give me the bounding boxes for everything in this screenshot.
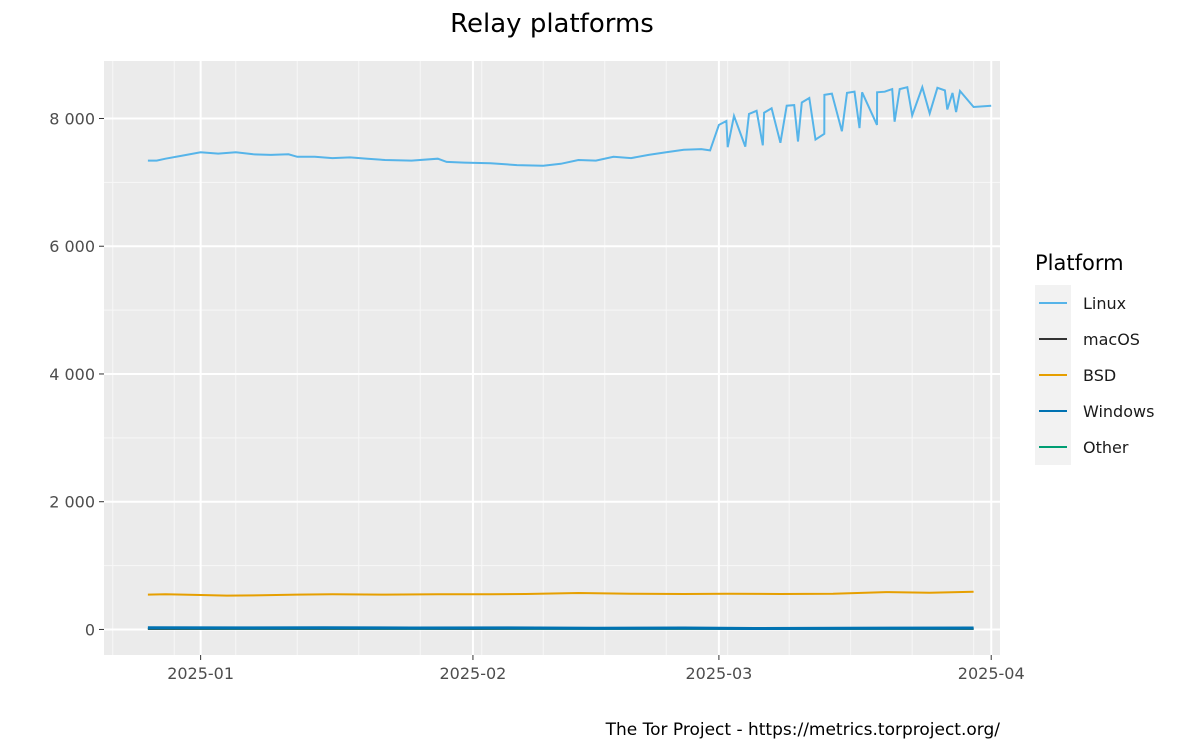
y-tick-label: 6 000 xyxy=(49,237,95,256)
y-tick-label: 4 000 xyxy=(49,365,95,384)
series-layer xyxy=(147,83,992,631)
x-tick-label: 2025-01 xyxy=(167,664,234,683)
y-tick-label: 0 xyxy=(85,620,95,639)
y-axis: 0 2 000 4 000 6 000 8 000 xyxy=(49,109,104,639)
x-tick-label: 2025-03 xyxy=(685,664,752,683)
y-tick-label: 2 000 xyxy=(49,493,95,512)
series-line-windows xyxy=(147,626,974,631)
x-tick-label: 2025-04 xyxy=(958,664,1025,683)
x-tick-label: 2025-02 xyxy=(440,664,507,683)
legend: Linux macOS BSD Windows Other xyxy=(1039,294,1154,457)
legend-title: Platform xyxy=(1035,251,1124,275)
chart-title: Relay platforms xyxy=(450,9,654,39)
legend-label-bsd: BSD xyxy=(1083,366,1116,385)
legend-label-windows: Windows xyxy=(1083,402,1154,421)
x-axis: 2025-01 2025-02 2025-03 2025-04 xyxy=(167,655,1025,683)
chart-caption: The Tor Project - https://metrics.torpro… xyxy=(605,720,1001,740)
legend-label-other: Other xyxy=(1083,438,1129,457)
series-line-linux xyxy=(147,83,992,167)
legend-label-macos: macOS xyxy=(1083,330,1140,349)
legend-label-linux: Linux xyxy=(1083,294,1126,313)
series-line-bsd xyxy=(147,590,974,597)
y-tick-label: 8 000 xyxy=(49,109,95,128)
minor-grid xyxy=(104,61,1000,655)
